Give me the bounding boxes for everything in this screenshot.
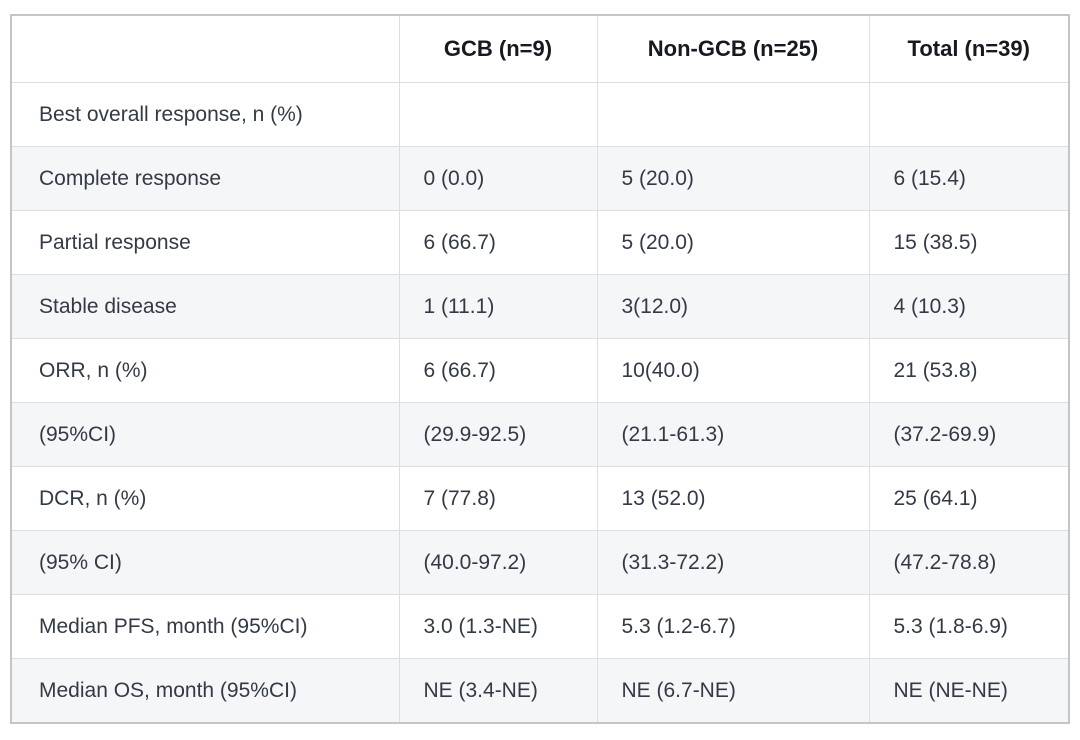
- value-cell: 10(40.0): [596, 338, 870, 403]
- value-cell: 4 (10.3): [868, 274, 1070, 339]
- column-header-gcb: GCB (n=9): [398, 14, 598, 83]
- row-label: Median PFS, month (95%CI): [10, 594, 400, 659]
- row-label: (95% CI): [10, 530, 400, 595]
- value-cell: [596, 82, 870, 147]
- value-cell: 21 (53.8): [868, 338, 1070, 403]
- row-label: Stable disease: [10, 274, 400, 339]
- table-row-median-os: Median OS, month (95%CI) NE (3.4-NE) NE …: [10, 658, 1070, 724]
- column-header-non-gcb: Non-GCB (n=25): [596, 14, 870, 83]
- value-cell: (40.0-97.2): [398, 530, 598, 595]
- value-cell: 5.3 (1.8-6.9): [868, 594, 1070, 659]
- value-cell: (47.2-78.8): [868, 530, 1070, 595]
- value-cell: 6 (15.4): [868, 146, 1070, 211]
- value-cell: NE (3.4-NE): [398, 658, 598, 724]
- column-header-empty: [10, 14, 400, 83]
- table-row-complete-response: Complete response 0 (0.0) 5 (20.0) 6 (15…: [10, 146, 1070, 211]
- table-row-stable-disease: Stable disease 1 (11.1) 3(12.0) 4 (10.3): [10, 274, 1070, 339]
- value-cell: (31.3-72.2): [596, 530, 870, 595]
- value-cell: 7 (77.8): [398, 466, 598, 531]
- table-row-dcr-ci: (95% CI) (40.0-97.2) (31.3-72.2) (47.2-7…: [10, 530, 1070, 595]
- response-table-container: GCB (n=9) Non-GCB (n=25) Total (n=39) Be…: [10, 14, 1070, 724]
- row-label: Median OS, month (95%CI): [10, 658, 400, 724]
- value-cell: [398, 82, 598, 147]
- value-cell: 5 (20.0): [596, 210, 870, 275]
- value-cell: 5 (20.0): [596, 146, 870, 211]
- row-label: ORR, n (%): [10, 338, 400, 403]
- value-cell: 15 (38.5): [868, 210, 1070, 275]
- value-cell: 1 (11.1): [398, 274, 598, 339]
- value-cell: 6 (66.7): [398, 338, 598, 403]
- column-header-total: Total (n=39): [868, 14, 1070, 83]
- table-row-dcr: DCR, n (%) 7 (77.8) 13 (52.0) 25 (64.1): [10, 466, 1070, 531]
- table-row-orr-ci: (95%CI) (29.9-92.5) (21.1-61.3) (37.2-69…: [10, 402, 1070, 467]
- value-cell: 5.3 (1.2-6.7): [596, 594, 870, 659]
- table-row-best-overall-response: Best overall response, n (%): [10, 82, 1070, 147]
- row-label: (95%CI): [10, 402, 400, 467]
- value-cell: [868, 82, 1070, 147]
- value-cell: NE (NE-NE): [868, 658, 1070, 724]
- row-label: Complete response: [10, 146, 400, 211]
- table-row-median-pfs: Median PFS, month (95%CI) 3.0 (1.3-NE) 5…: [10, 594, 1070, 659]
- value-cell: 0 (0.0): [398, 146, 598, 211]
- value-cell: NE (6.7-NE): [596, 658, 870, 724]
- value-cell: (29.9-92.5): [398, 402, 598, 467]
- value-cell: 3(12.0): [596, 274, 870, 339]
- value-cell: 3.0 (1.3-NE): [398, 594, 598, 659]
- table-header-row: GCB (n=9) Non-GCB (n=25) Total (n=39): [10, 14, 1070, 83]
- value-cell: 13 (52.0): [596, 466, 870, 531]
- value-cell: 6 (66.7): [398, 210, 598, 275]
- response-table: GCB (n=9) Non-GCB (n=25) Total (n=39) Be…: [10, 14, 1070, 724]
- value-cell: (21.1-61.3): [596, 402, 870, 467]
- row-label: Partial response: [10, 210, 400, 275]
- value-cell: 25 (64.1): [868, 466, 1070, 531]
- row-label: Best overall response, n (%): [10, 82, 400, 147]
- table-row-orr: ORR, n (%) 6 (66.7) 10(40.0) 21 (53.8): [10, 338, 1070, 403]
- row-label: DCR, n (%): [10, 466, 400, 531]
- value-cell: (37.2-69.9): [868, 402, 1070, 467]
- table-row-partial-response: Partial response 6 (66.7) 5 (20.0) 15 (3…: [10, 210, 1070, 275]
